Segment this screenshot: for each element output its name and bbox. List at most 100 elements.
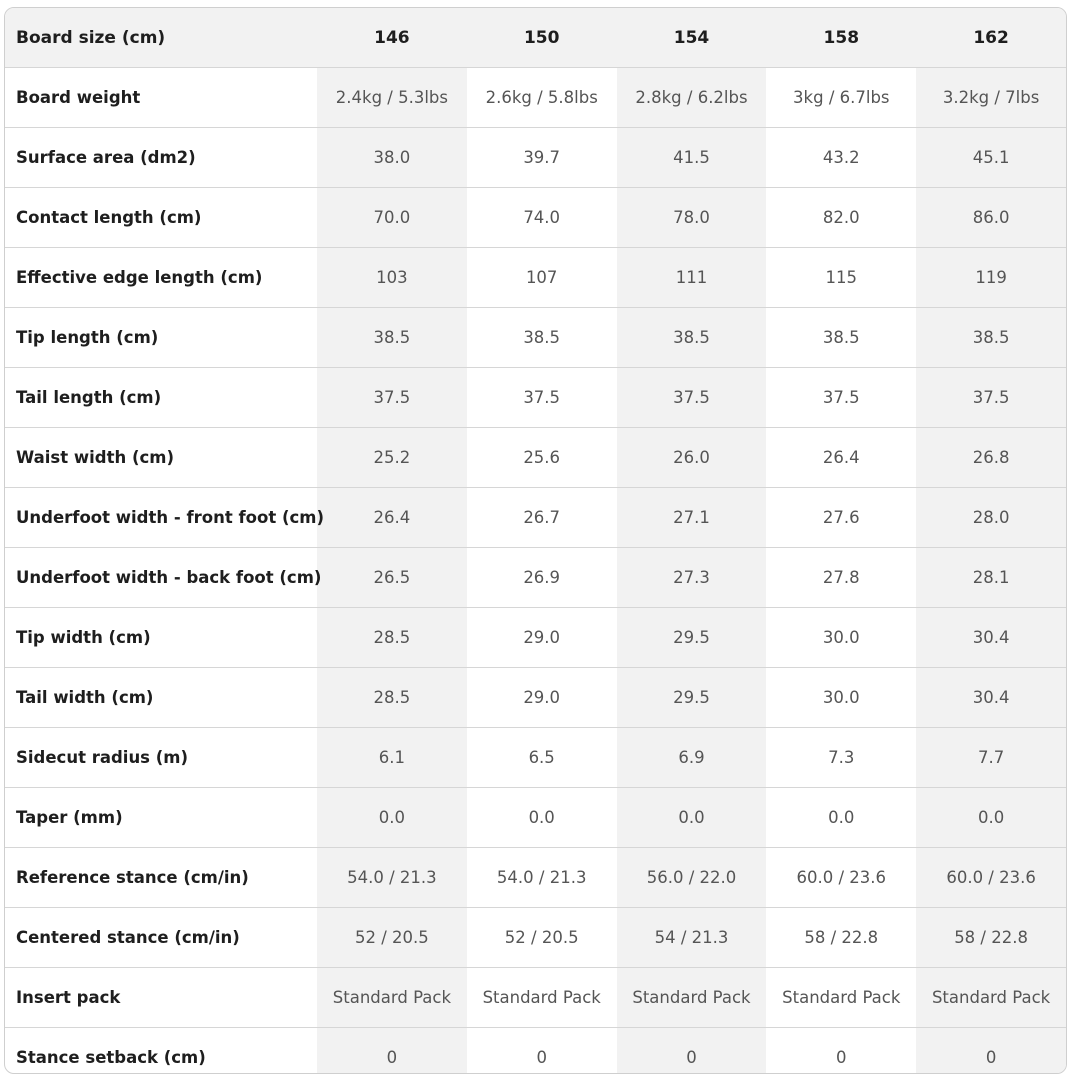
table-cell: 0 [466, 1027, 617, 1073]
table-cell: 27.6 [766, 487, 917, 548]
table-cell: 38.5 [766, 307, 917, 368]
table-row: Contact length (cm) 70.0 74.0 78.0 82.0 86.0 [5, 187, 1066, 248]
table-cell: 2.6kg / 5.8lbs [466, 67, 617, 128]
table-cell: 111 [616, 247, 767, 308]
table-cell: 103 [317, 247, 467, 308]
table-cell: 37.5 [916, 367, 1066, 428]
table-cell: 37.5 [317, 367, 467, 428]
row-label: Contact length (cm) [5, 187, 317, 248]
table-cell: 6.9 [616, 727, 767, 788]
table-row: Sidecut radius (m) 6.1 6.5 6.9 7.3 7.7 [5, 727, 1066, 788]
table-row: Centered stance (cm/in) 52 / 20.5 52 / 20.… [5, 907, 1066, 968]
table-cell: 27.8 [766, 547, 917, 608]
table-row: Effective edge length (cm) 103 107 111 115 11… [5, 247, 1066, 308]
table-cell: 0.0 [766, 787, 917, 848]
table-row: Stance setback (cm) 0 0 0 0 0 [5, 1027, 1066, 1073]
row-label: Underfoot width - front foot (cm) [5, 487, 324, 548]
spec-table: Board size (cm) 146 150 154 158 162 Board weig… [5, 8, 1066, 1073]
table-cell: 37.5 [766, 367, 917, 428]
table-cell: 52 / 20.5 [317, 907, 467, 968]
table-cell: 3.2kg / 7lbs [916, 67, 1066, 128]
table-row: Surface area (dm2) 38.0 39.7 41.5 43.2 45.1 [5, 127, 1066, 188]
table-cell: 38.5 [317, 307, 467, 368]
header-row: Board size (cm) 146 150 154 158 162 [5, 8, 1066, 68]
table-cell: 52 / 20.5 [466, 907, 617, 968]
table-row: Waist width (cm) 25.2 25.6 26.0 26.4 26.8 [5, 427, 1066, 488]
header-size-158: 158 [766, 8, 917, 68]
row-label: Surface area (dm2) [5, 127, 317, 188]
table-cell: 54.0 / 21.3 [466, 847, 617, 908]
table-row: Taper (mm) 0.0 0.0 0.0 0.0 0.0 [5, 787, 1066, 848]
table-cell: 37.5 [616, 367, 767, 428]
table-cell: 7.7 [916, 727, 1066, 788]
table-cell: 7.3 [766, 727, 917, 788]
row-label: Centered stance (cm/in) [5, 907, 317, 968]
table-cell: 28.5 [317, 667, 467, 728]
table-cell: 28.5 [317, 607, 467, 668]
table-cell: 6.5 [466, 727, 617, 788]
table-cell: 43.2 [766, 127, 917, 188]
table-cell: 29.0 [466, 607, 617, 668]
table-cell: 58 / 22.8 [916, 907, 1066, 968]
table-cell: 26.8 [916, 427, 1066, 488]
table-cell: 0.0 [317, 787, 467, 848]
table-cell: 2.4kg / 5.3lbs [317, 67, 467, 128]
table-cell: 37.5 [466, 367, 617, 428]
table-cell: 29.5 [616, 607, 767, 668]
table-cell: 30.4 [916, 607, 1066, 668]
table-cell: 119 [916, 247, 1066, 308]
table-cell: Standard Pack [466, 967, 617, 1028]
table-cell: 60.0 / 23.6 [766, 847, 917, 908]
table-cell: 0.0 [616, 787, 767, 848]
header-size-146: 146 [317, 8, 467, 68]
table-cell: 45.1 [916, 127, 1066, 188]
table-cell: 26.7 [466, 487, 617, 548]
table-cell: 0.0 [916, 787, 1066, 848]
table-cell: Standard Pack [916, 967, 1066, 1028]
header-label: Board size (cm) [5, 8, 317, 68]
table-cell: 28.0 [916, 487, 1066, 548]
table-cell: 29.0 [466, 667, 617, 728]
table-cell: 6.1 [317, 727, 467, 788]
table-cell: 115 [766, 247, 917, 308]
table-cell: 26.4 [766, 427, 917, 488]
spec-table-container: Board size (cm) 146 150 154 158 162 Board weig… [4, 7, 1067, 1074]
row-label: Tip length (cm) [5, 307, 317, 368]
table-cell: 27.3 [616, 547, 767, 608]
table-cell: 26.0 [616, 427, 767, 488]
row-label: Tip width (cm) [5, 607, 317, 668]
table-cell: 54 / 21.3 [616, 907, 767, 968]
header-size-154: 154 [616, 8, 767, 68]
table-row: Underfoot width - front foot (cm) 26.4 26.… [5, 487, 1066, 548]
table-cell: 39.7 [466, 127, 617, 188]
table-row: Tip length (cm) 38.5 38.5 38.5 38.5 38.5 [5, 307, 1066, 368]
table-cell: 78.0 [616, 187, 767, 248]
table-cell: 107 [466, 247, 617, 308]
table-cell: 30.4 [916, 667, 1066, 728]
row-label: Waist width (cm) [5, 427, 317, 488]
header-size-150: 150 [466, 8, 617, 68]
row-label: Effective edge length (cm) [5, 247, 317, 308]
table-cell: 60.0 / 23.6 [916, 847, 1066, 908]
table-cell: 26.9 [466, 547, 617, 608]
row-label: Insert pack [5, 967, 317, 1028]
table-cell: 38.5 [466, 307, 617, 368]
row-label: Reference stance (cm/in) [5, 847, 317, 908]
row-label: Stance setback (cm) [5, 1027, 317, 1073]
table-cell: 0 [766, 1027, 917, 1073]
table-cell: Standard Pack [317, 967, 467, 1028]
table-cell: 0.0 [466, 787, 617, 848]
table-cell: Standard Pack [766, 967, 917, 1028]
table-cell: 0 [616, 1027, 767, 1073]
table-cell: 3kg / 6.7lbs [766, 67, 917, 128]
table-cell: 86.0 [916, 187, 1066, 248]
table-cell: 2.8kg / 6.2lbs [616, 67, 767, 128]
table-row: Underfoot width - back foot (cm) 26.5 26.9… [5, 547, 1066, 608]
table-row: Tail length (cm) 37.5 37.5 37.5 37.5 37.5 [5, 367, 1066, 428]
table-cell: Standard Pack [616, 967, 767, 1028]
row-label: Tail width (cm) [5, 667, 317, 728]
table-cell: 54.0 / 21.3 [317, 847, 467, 908]
row-label: Board weight [5, 67, 317, 128]
table-cell: 58 / 22.8 [766, 907, 917, 968]
row-label: Tail length (cm) [5, 367, 317, 428]
